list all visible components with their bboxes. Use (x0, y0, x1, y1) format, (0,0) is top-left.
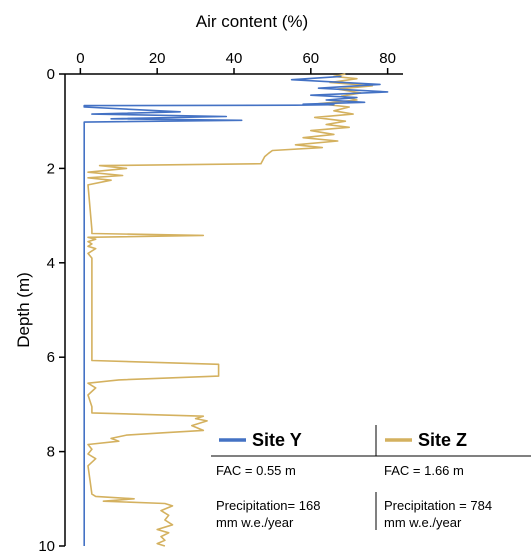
x-axis-title: Air content (%) (196, 12, 308, 31)
legend-label-site-y: Site Y (252, 430, 302, 450)
y-axis-title: Depth (m) (14, 272, 33, 348)
y-tick-label: 6 (47, 349, 55, 366)
x-tick-label: 0 (76, 50, 84, 67)
legend-label-site-z: Site Z (418, 430, 467, 450)
y-tick-label: 0 (47, 66, 55, 83)
site-z-precip-line1: Precipitation = 784 (384, 498, 492, 513)
site-y-precip-line1: Precipitation= 168 (216, 498, 320, 513)
x-tick-label: 20 (149, 50, 166, 67)
x-tick-label: 80 (379, 50, 396, 67)
y-tick-label: 10 (38, 538, 55, 555)
series-line-site-z (87, 73, 374, 547)
site-z-fac: FAC = 1.66 m (384, 463, 464, 478)
series-line-site-y (83, 75, 389, 546)
site-z-precip-line2: mm w.e./year (384, 515, 462, 530)
axes: 0 20 40 60 80 0 2 4 6 8 10 (38, 50, 403, 555)
y-tick-label: 8 (47, 444, 55, 461)
x-tick-label: 60 (302, 50, 319, 67)
site-y-precip-line2: mm w.e./year (216, 515, 294, 530)
y-tick-label: 2 (47, 160, 55, 177)
legend-table: Site Y Site Z FAC = 0.55 m FAC = 1.66 m … (211, 425, 531, 530)
y-tick-label: 4 (47, 255, 55, 272)
x-tick-label: 40 (226, 50, 243, 67)
series-layer (83, 73, 389, 547)
site-y-fac: FAC = 0.55 m (216, 463, 296, 478)
